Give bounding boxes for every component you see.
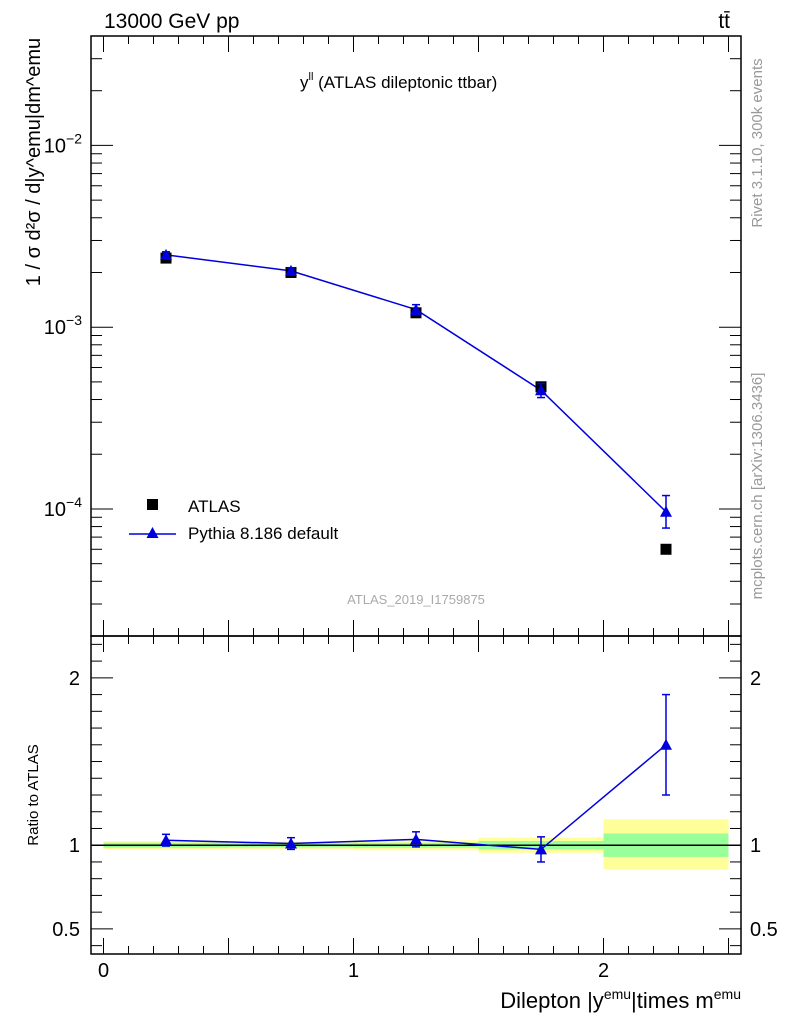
x-axis-label: Dilepton |yemu|times memu [500,986,741,1013]
main-frame [90,35,742,637]
ratio-data-point [160,834,172,846]
ratio-y-tick-label-left: 1 [69,835,80,857]
x-axis-label-sup1: emu [604,986,631,1002]
mcplots-label: mcplots.cern.ch [arXiv:1306.3436] [749,373,766,600]
pythia-data-point [285,264,297,276]
ratio-panel: 0.5 1 2 0.5 1 2 0 1 2 Ratio to ATLAS Dilepton |y… [25,635,778,1013]
main-y-tick-label: 10−3 [44,312,82,339]
ratio-y-tick-label-left: 0.5 [52,919,80,941]
x-tick-label: 1 [348,960,359,982]
x-tick-label: 2 [598,960,609,982]
x-axis-label-mid: |times m [631,988,714,1013]
x-axis-label-main: Dilepton |y [500,988,604,1013]
x-tick-label: 0 [98,960,109,982]
ratio-data-point [285,837,297,849]
ratio-data-point [535,843,547,855]
main-y-tick-label-base: 10 [44,135,66,157]
main-y-tick-label-exp: −3 [66,312,82,328]
chart-title: yll (ATLAS dileptonic ttbar) [300,71,497,92]
ratio-y-tick-label-right: 0.5 [750,919,778,941]
x-axis-label-sup2: emu [714,986,741,1002]
pythia-series-line [165,254,667,513]
ratio-y-axis-label: Ratio to ATLAS [25,744,42,845]
process-label: tt̄ [718,10,730,33]
ratio-y-tick-label-right: 1 [750,835,761,857]
ratio-y-tick-label-left: 2 [69,668,80,690]
analysis-watermark: ATLAS_2019_I1759875 [347,592,485,607]
ratio-data-point [410,833,422,845]
rivet-label: Rivet 3.1.10, 300k events [749,58,766,227]
pythia-data-point [535,384,547,396]
main-y-tick-label-exp: −4 [66,494,82,510]
main-y-axis-label: 1 / σ d²σ / d|y^emu|dm^emu [23,38,45,286]
chart-title-rest: (ATLAS dileptonic ttbar) [313,73,497,92]
main-y-tick-label-base: 10 [44,317,66,339]
legend: ATLAS Pythia 8.186 default [129,497,339,543]
pythia-data-point [660,505,672,517]
ratio-frame [90,635,742,955]
main-y-tick-label: 10−4 [44,494,82,521]
main-y-tick-label-base: 10 [44,499,66,521]
pythia-data-point [160,248,172,260]
ratio-y-tick-label-right: 2 [750,668,761,690]
main-panel: 10−410−310−2 yll (ATLAS dileptonic ttbar… [23,35,742,637]
pythia-data-point [410,303,422,315]
atlas-data-point [660,543,672,555]
chart-title-sup: ll [309,71,314,83]
main-y-tick-label-exp: −2 [66,130,82,146]
ratio-data-point [660,738,672,750]
legend-atlas-marker [147,499,158,510]
main-y-tick-label: 10−2 [44,130,82,157]
legend-pythia-label: Pythia 8.186 default [188,524,339,543]
legend-pythia-marker [146,527,159,538]
legend-atlas-label: ATLAS [188,497,241,516]
energy-label: 13000 GeV pp [104,10,239,33]
chart-title-main: y [300,73,309,92]
